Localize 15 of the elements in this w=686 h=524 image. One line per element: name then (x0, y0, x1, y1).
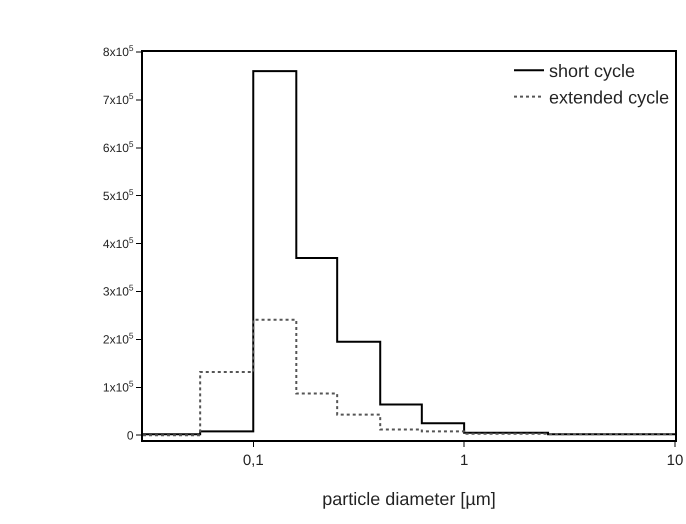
x-tick-label: 10 (666, 452, 684, 469)
y-tick-label: 3x10$^{5}$ (102, 282, 134, 299)
x-tick-label: 0,1 (242, 452, 264, 469)
y-tick-label: 4x10$^{5}$ (102, 234, 134, 251)
x-axis-title: particle diameter [µm] (322, 489, 496, 509)
y-tick-label: 0 (126, 428, 134, 442)
x-tick-label: 1 (460, 452, 468, 469)
legend-label: short cycle (549, 61, 636, 82)
legend-label: extended cycle (549, 88, 670, 108)
y-tick-label: 5x10$^{5}$ (102, 186, 134, 203)
y-tick-label: 1x10$^{5}$ (102, 378, 134, 395)
y-tick-label: 8x10$^{5}$ (102, 43, 134, 60)
y-tick-label: 6x10$^{5}$ (102, 138, 134, 155)
y-tick-label: 2x10$^{5}$ (102, 330, 134, 347)
y-tick-label: 7x10$^{5}$ (102, 91, 134, 108)
